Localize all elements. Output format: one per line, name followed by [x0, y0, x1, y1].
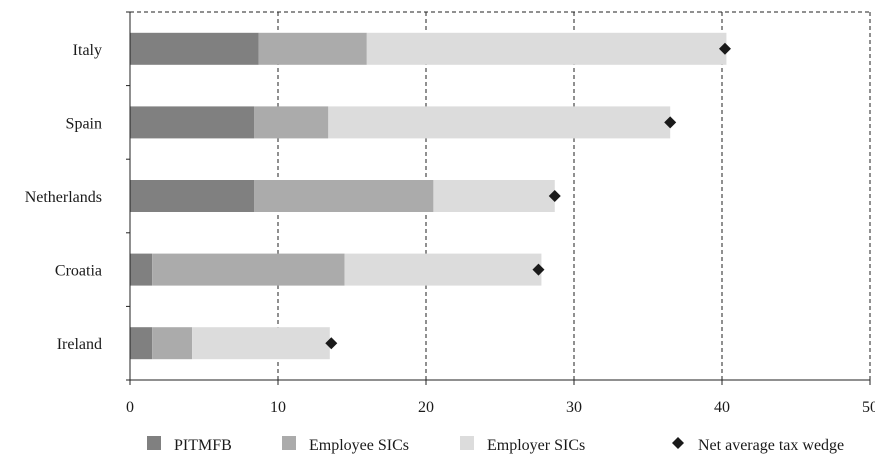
bar-segment — [152, 327, 193, 360]
x-tick-label: 50 — [862, 399, 875, 416]
bar-segment — [130, 32, 259, 65]
category-label: Italy — [73, 42, 102, 59]
bar-segment — [258, 32, 367, 65]
bar-segment — [152, 253, 345, 286]
category-label: Spain — [66, 115, 102, 132]
x-tick-label: 40 — [714, 399, 730, 416]
bar-segment — [130, 180, 255, 212]
bar-segment — [254, 180, 434, 212]
category-labels: Italy Spain Netherlands Croatia Ireland — [25, 42, 102, 353]
tax-wedge-marker — [664, 116, 677, 129]
bar-segment — [433, 180, 555, 212]
legend-label: PITMFB — [174, 437, 232, 454]
legend-label: Net average tax wedge — [698, 437, 844, 454]
tax-wedge-marker — [718, 42, 731, 55]
legend: PITMFB Employee SICs Employer SICs Net aver… — [147, 436, 844, 454]
tax-wedge-marker — [532, 263, 545, 276]
bar-segment — [130, 253, 153, 286]
category-label: Netherlands — [25, 189, 102, 206]
bar-segment — [344, 253, 542, 286]
bar-segment — [366, 32, 727, 65]
category-label: Ireland — [57, 336, 102, 353]
legend-marker — [672, 437, 684, 449]
tax-wedge-marker — [548, 190, 561, 202]
legend-label: Employer SICs — [487, 437, 585, 454]
tax-wedge-markers — [325, 42, 731, 350]
bar-segment — [192, 327, 330, 360]
legend-swatch — [147, 436, 161, 450]
x-tick-label: 30 — [566, 399, 582, 416]
x-tick-label: 20 — [418, 399, 434, 416]
bars — [130, 32, 727, 360]
tax-wedge-marker — [325, 337, 338, 350]
bar-segment — [328, 106, 671, 139]
x-tick-label: 10 — [270, 399, 286, 416]
x-tick-label: 0 — [126, 399, 134, 416]
legend-label: Employee SICs — [309, 437, 409, 454]
bar-segment — [130, 327, 153, 360]
category-label: Croatia — [55, 263, 102, 280]
legend-swatch — [282, 436, 296, 450]
x-axis: 0 10 20 30 40 50 — [126, 11, 875, 416]
bar-segment — [254, 106, 329, 139]
bar-segment — [130, 106, 255, 139]
legend-swatch — [460, 436, 474, 450]
